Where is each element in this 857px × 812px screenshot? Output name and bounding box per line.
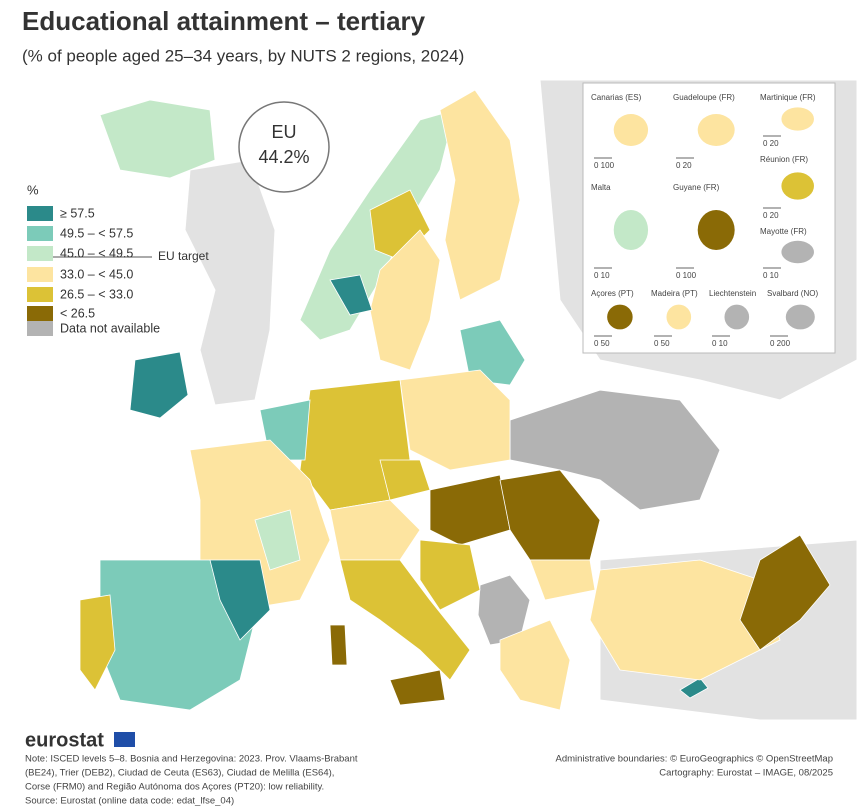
note: Corse (FRM0) and Região Autónoma dos Aço… xyxy=(25,782,324,793)
eu-value: 44.2% xyxy=(258,147,309,167)
scale-label: 0 10 xyxy=(712,339,728,348)
inset-name: Malta xyxy=(591,183,611,192)
region xyxy=(419,539,481,611)
legend-swatch xyxy=(27,206,53,221)
region xyxy=(439,89,521,301)
legend-label: < 26.5 xyxy=(60,306,95,320)
region xyxy=(369,229,441,371)
logo: eurostat xyxy=(25,729,104,751)
region xyxy=(399,369,511,471)
credit: Administrative boundaries: © EuroGeograp… xyxy=(556,754,834,765)
legend-label: 26.5 – < 33.0 xyxy=(60,287,133,301)
inset-name: Réunion (FR) xyxy=(760,155,808,164)
eu-circle xyxy=(238,101,330,193)
inset-region xyxy=(607,304,633,330)
region xyxy=(499,619,571,711)
scale-label: 0 10 xyxy=(763,271,779,280)
na-swatch xyxy=(27,321,53,336)
inset-region xyxy=(613,114,649,146)
insets: Canarias (ES) 0 100 Guadeloupe (FR) 0 20 Mar… xyxy=(582,82,836,354)
target-label: EU target xyxy=(158,249,209,263)
region xyxy=(429,474,511,546)
scale-label: 0 50 xyxy=(594,339,610,348)
inset-name: Guyane (FR) xyxy=(673,183,720,192)
note: (BE24), Trier (DEB2), Ciudad de Ceuta (E… xyxy=(25,768,334,779)
inset-region xyxy=(697,210,735,250)
inset-name: Svalbard (NO) xyxy=(767,289,818,298)
inset-region xyxy=(666,304,692,330)
region xyxy=(329,624,348,666)
region xyxy=(529,559,596,601)
scale-label: 0 200 xyxy=(770,339,791,348)
inset-name: Canarias (ES) xyxy=(591,93,642,102)
inset-region xyxy=(785,304,815,330)
inset-region xyxy=(781,107,814,131)
region xyxy=(379,459,431,501)
region xyxy=(589,559,781,681)
note: Source: Eurostat (online data code: edat… xyxy=(25,796,234,807)
inset-name: Mayotte (FR) xyxy=(760,227,807,236)
region xyxy=(209,559,271,641)
legend-swatch xyxy=(27,287,53,302)
legend-swatch xyxy=(27,246,53,261)
scale-label: 0 20 xyxy=(763,139,779,148)
inset-region xyxy=(613,210,649,250)
region xyxy=(79,594,116,691)
inset-region xyxy=(697,114,735,146)
region xyxy=(129,351,189,419)
scale-label: 0 10 xyxy=(594,271,610,280)
scale-label: 0 100 xyxy=(594,161,615,170)
legend-swatch xyxy=(27,306,53,321)
legend-swatch xyxy=(27,226,53,241)
inset-region xyxy=(724,304,750,330)
inset-region xyxy=(781,240,814,264)
title: Educational attainment – tertiary xyxy=(22,6,426,36)
na-label: Data not available xyxy=(60,321,160,335)
ukraine xyxy=(509,389,721,511)
region xyxy=(329,274,373,316)
legend-label: 49.5 – < 57.5 xyxy=(60,226,133,240)
scale-label: 0 20 xyxy=(763,211,779,220)
scale-label: 0 20 xyxy=(676,161,692,170)
region xyxy=(389,669,446,706)
region xyxy=(339,559,471,681)
legend-label: ≥ 57.5 xyxy=(60,206,95,220)
legend: % EU target Data not available ≥ 57.5 49.… xyxy=(27,182,209,336)
credit: Cartography: Eurostat – IMAGE, 08/2025 xyxy=(659,768,833,779)
eu-label: EU xyxy=(271,122,296,142)
region xyxy=(499,469,601,561)
inset-name: Madeira (PT) xyxy=(651,289,698,298)
scale-label: 0 50 xyxy=(654,339,670,348)
scale-label: 0 100 xyxy=(676,271,697,280)
region xyxy=(679,677,709,699)
subtitle: (% of people aged 25–34 years, by NUTS 2… xyxy=(22,46,464,65)
eu-flag xyxy=(114,732,135,747)
inset-name: Guadeloupe (FR) xyxy=(673,93,735,102)
inset-name: Açores (PT) xyxy=(591,289,634,298)
legend-swatch xyxy=(27,267,53,282)
region xyxy=(329,499,421,561)
legend-label: 45.0 – < 49.5 xyxy=(60,246,133,260)
legend-title: % xyxy=(27,182,39,197)
region xyxy=(99,99,216,179)
region xyxy=(739,534,831,651)
note: Note: ISCED levels 5–8. Bosnia and Herze… xyxy=(25,754,358,765)
region xyxy=(254,509,301,571)
inset-region xyxy=(781,172,814,200)
inset-name: Liechtenstein xyxy=(709,289,756,298)
inset-name: Martinique (FR) xyxy=(760,93,816,102)
legend-label: 33.0 – < 45.0 xyxy=(60,267,133,281)
